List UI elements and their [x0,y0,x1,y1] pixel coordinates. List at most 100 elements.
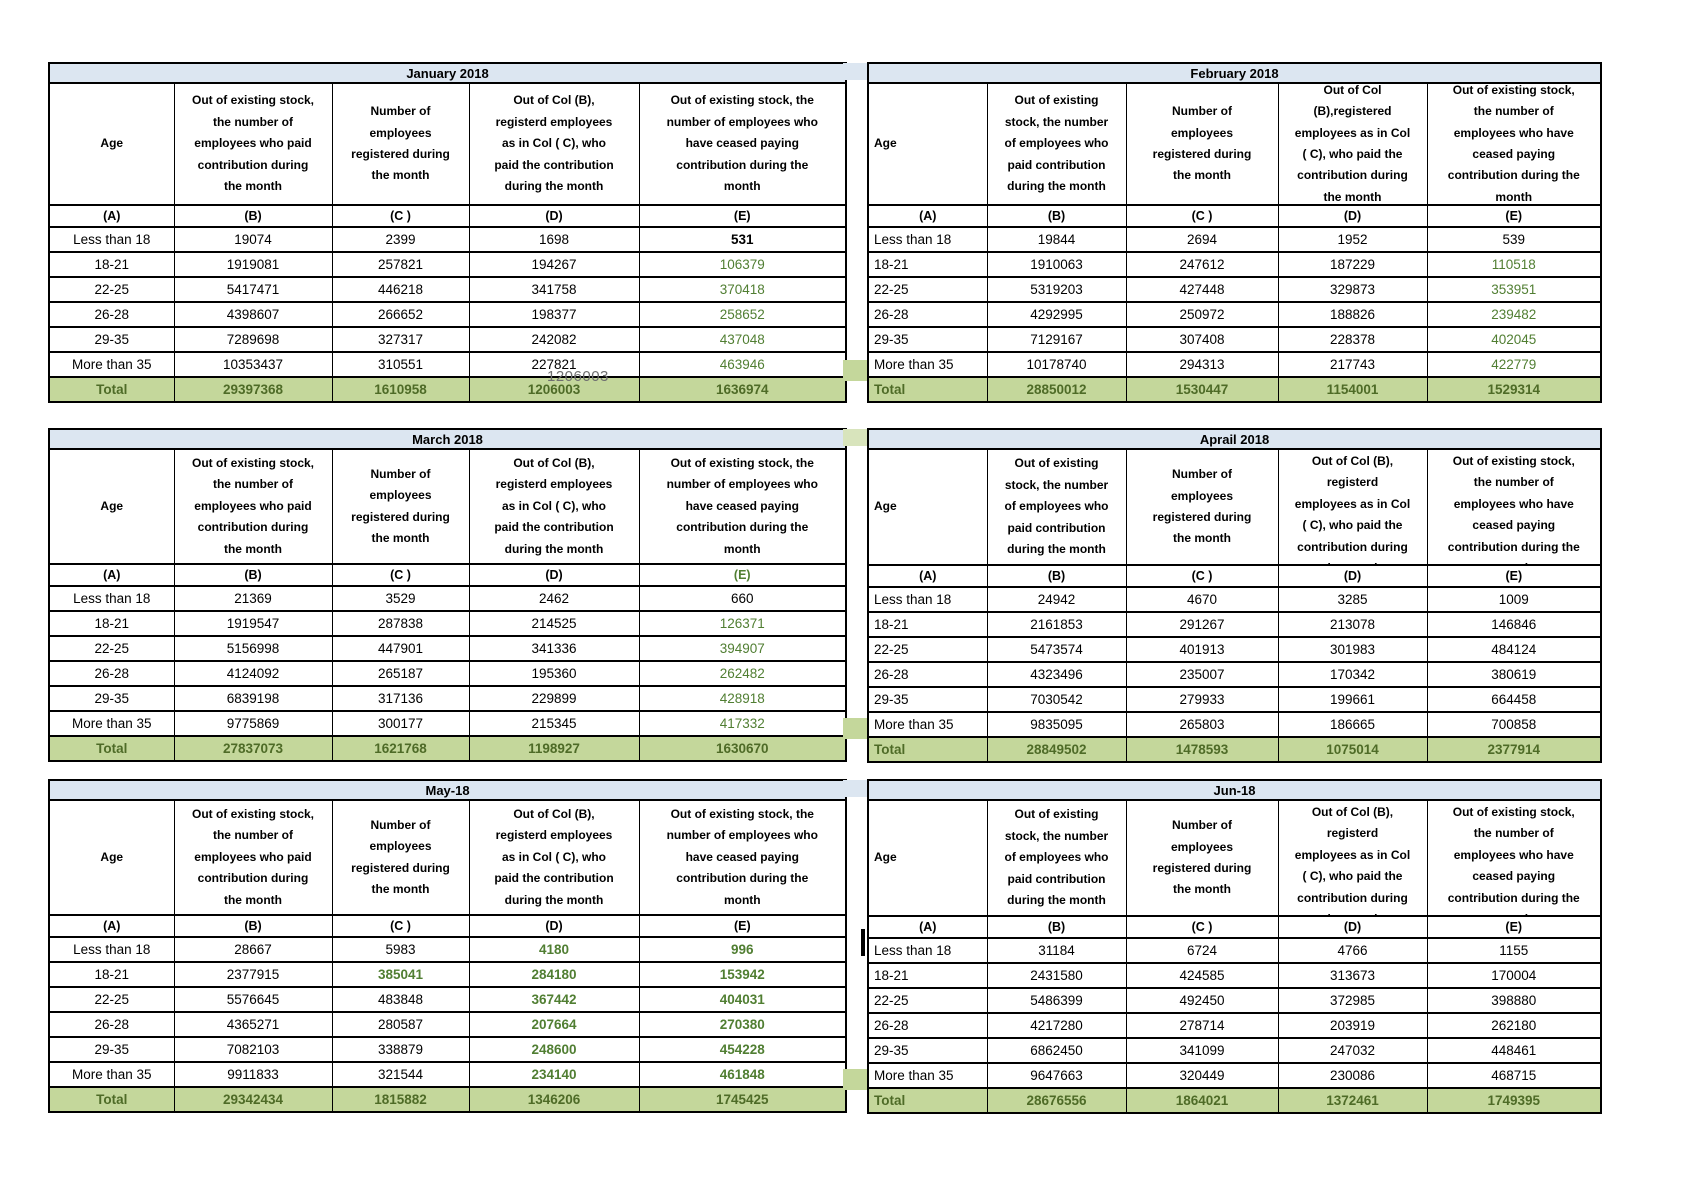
value-cell: 1952 [1277,226,1428,253]
col-header-c: Number of employees registered during th… [331,799,470,916]
total-label: Total [867,376,988,403]
age-cell: 29-35 [867,686,988,713]
col-header-text: Out of existing stock, the number of emp… [1004,456,1109,557]
age-cell: 18-21 [48,610,175,637]
col-header-text: Number of employees registered during th… [351,104,450,183]
month-title: May-18 [47,779,848,801]
value-cell: 417332 [638,710,847,737]
total-value: 28676556 [986,1087,1127,1114]
col-header-b: Out of existing stock, the number of emp… [173,82,333,206]
value-cell: 194267 [468,251,640,278]
col-header-b: Out of existing stock, the number of emp… [173,448,333,565]
col-label: (D) [468,204,640,228]
table-row: 26-28 4217280 278714 203919 262180 [867,1012,1602,1039]
col-label: (A) [48,914,175,938]
table-row: 29-35 7030542 279933 199661 664458 [867,686,1602,713]
col-header-text: Age [100,498,124,513]
value-cell: 5576645 [173,986,333,1013]
col-header-b: Out of existing stock, the number of emp… [173,799,333,916]
value-cell: 9835095 [986,711,1127,738]
age-cell: More than 35 [48,710,175,737]
value-cell: 28667 [173,936,333,963]
age-cell: 29-35 [48,326,175,353]
value-cell: 19074 [173,226,333,253]
value-cell: 539 [1426,226,1602,253]
total-value: 1630670 [638,735,847,762]
value-cell: 4124092 [173,660,333,687]
value-cell: 2462 [468,585,640,612]
value-cell: 428918 [638,685,847,712]
table-row: 18-21 1910063 247612 187229 110518 [867,251,1602,278]
value-cell: 5983 [331,936,470,963]
value-cell: 248600 [468,1036,640,1063]
col-label: (C ) [331,204,470,228]
value-cell: 188826 [1277,301,1428,328]
col-label: (B) [173,204,333,228]
table-row: Less than 18 19844 2694 1952 539 [867,226,1602,253]
col-header-a: Age [48,799,175,916]
total-value: 1636974 [638,376,847,403]
age-cell: 26-28 [867,301,988,328]
value-cell: 4292995 [986,301,1127,328]
age-cell: 18-21 [867,611,988,638]
table-row: 18-21 1919081 257821 194267 106379 [48,251,847,278]
value-cell: 446218 [331,276,470,303]
value-cell: 280587 [331,1011,470,1038]
value-cell: 106379 [638,251,847,278]
gutter-strip-title-3 [843,780,867,797]
value-cell: 483848 [331,986,470,1013]
col-header-text: Out of existing stock, the number of emp… [1447,454,1580,563]
col-header-d: Out of Col (B), registerd employees as i… [1277,799,1428,917]
value-cell: 217743 [1277,351,1428,378]
value-cell: 1910063 [986,251,1127,278]
value-cell: 247032 [1277,1037,1428,1064]
table-row: 22-25 5417471 446218 341758 370418 [48,276,847,303]
total-value: 29342434 [173,1086,333,1113]
age-cell: 26-28 [48,660,175,687]
total-value: 1610958 [331,376,470,403]
value-cell: 291267 [1125,611,1279,638]
table-row: 18-21 2161853 291267 213078 146846 [867,611,1602,638]
total-value: 28849502 [986,736,1127,763]
table-row: Less than 18 31184 6724 4766 1155 [867,937,1602,964]
value-cell: 187229 [1277,251,1428,278]
col-label: (E) [638,914,847,938]
age-cell: 29-35 [48,1036,175,1063]
value-cell: 353951 [1426,276,1602,303]
gutter-strip-total-3 [843,1069,867,1090]
age-cell: 26-28 [48,301,175,328]
month-title: January 2018 [47,62,848,84]
table-row: Less than 18 28667 5983 4180 996 [48,936,847,963]
value-cell: 262482 [638,660,847,687]
col-header-c: Number of employees registered during th… [331,448,470,565]
table-row: 22-25 5576645 483848 367442 404031 [48,986,847,1013]
value-cell: 250972 [1125,301,1279,328]
col-label: (B) [986,204,1127,228]
total-label: Total [48,376,175,403]
value-cell: 5417471 [173,276,333,303]
col-label: (C ) [1125,204,1279,228]
col-header-text: Out of Col (B), registerd employees as i… [494,93,614,194]
col-header-text: Number of employees registered during th… [351,817,450,896]
value-cell: 4398607 [173,301,333,328]
col-header-a: Age [867,82,988,206]
age-cell: 18-21 [867,962,988,989]
col-header-text: Out of existing stock, the number of emp… [191,93,314,194]
value-cell: 278714 [1125,1012,1279,1039]
value-cell: 21369 [173,585,333,612]
col-header-text: Age [874,499,897,514]
col-header-text: Out of Col (B),registered employees as i… [1294,84,1411,204]
age-cell: 18-21 [867,251,988,278]
col-header-text: Out of Col (B), registerd employees as i… [494,806,614,907]
age-cell: Less than 18 [48,936,175,963]
value-cell: 394907 [638,635,847,662]
table-row: Less than 18 21369 3529 2462 660 [48,585,847,612]
age-cell: 18-21 [48,961,175,988]
age-cell: 22-25 [48,986,175,1013]
table-row: Less than 18 19074 2399 1698 531 [48,226,847,253]
value-cell: 370418 [638,276,847,303]
total-value: 1529314 [1426,376,1602,403]
col-header-a: Age [867,799,988,917]
value-cell: 10353437 [173,351,333,378]
value-cell: 402045 [1426,326,1602,353]
